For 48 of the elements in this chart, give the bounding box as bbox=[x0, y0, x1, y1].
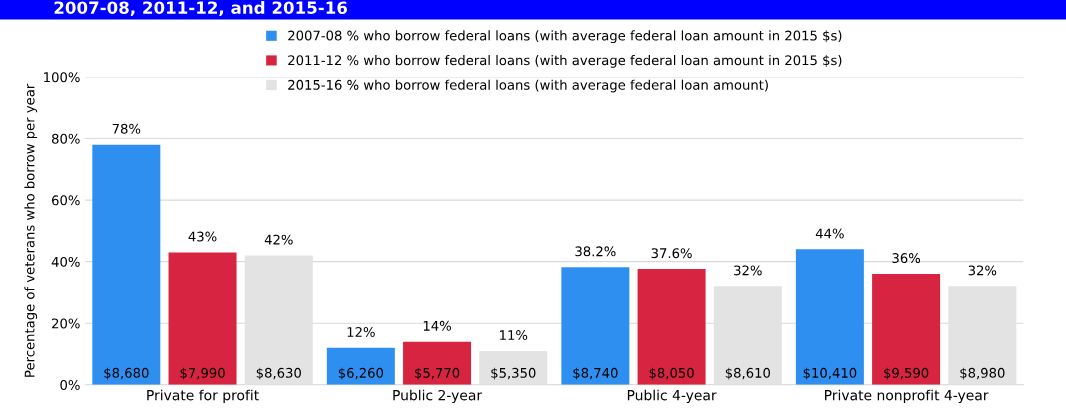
data-label: 32% bbox=[734, 265, 762, 276]
x-tick-label: Private nonprofit 4-year bbox=[825, 389, 989, 404]
y-axis-title: Percentage of veterans who borrow per year bbox=[24, 83, 38, 377]
data-label: 78% bbox=[112, 123, 141, 134]
bar bbox=[326, 347, 395, 385]
x-tick-label: Public 2-year bbox=[393, 389, 483, 404]
y-tick-label: 0% bbox=[60, 380, 80, 390]
bar bbox=[561, 267, 630, 385]
data-label: 43% bbox=[188, 231, 217, 242]
y-tick-label: 60% bbox=[52, 195, 80, 206]
annotation: $5,350 bbox=[491, 367, 536, 380]
data-label: 12% bbox=[347, 326, 375, 337]
chart-title: 2007-08, 2011-12, and 2015-16 bbox=[54, 1, 348, 17]
bar bbox=[795, 249, 864, 385]
bar bbox=[92, 144, 161, 385]
legend-label: 2015-16 % who borrow federal loans (with average federal loan amount) bbox=[288, 79, 768, 93]
annotation: $8,050 bbox=[649, 367, 694, 380]
bar bbox=[168, 252, 237, 385]
data-label: 14% bbox=[423, 320, 451, 331]
data-label: 38.2% bbox=[575, 246, 616, 257]
y-tick-label: 20% bbox=[52, 318, 80, 329]
data-label: 44% bbox=[815, 228, 844, 239]
y-tick-label: 100% bbox=[44, 72, 80, 83]
x-tick-label: Public 4-year bbox=[627, 389, 717, 404]
bar bbox=[479, 350, 548, 385]
data-label: 32% bbox=[968, 265, 997, 276]
data-label: 36% bbox=[892, 253, 921, 264]
legend-label: 2011-12 % who borrow federal loans (with average federal loan amount in 2015 $s) bbox=[288, 54, 842, 68]
annotation: $6,260 bbox=[338, 367, 384, 380]
bar bbox=[872, 273, 941, 385]
y-tick-label: 80% bbox=[51, 133, 80, 144]
x-tick-label: Private for profit bbox=[147, 389, 259, 404]
bar bbox=[403, 341, 472, 385]
annotation: $8,740 bbox=[573, 367, 618, 380]
data-label: 11% bbox=[500, 330, 528, 341]
annotation: $8,610 bbox=[725, 367, 771, 380]
y-tick-label: 40% bbox=[51, 256, 80, 267]
data-label: 42% bbox=[264, 234, 293, 245]
annotation: $7,990 bbox=[180, 367, 225, 380]
annotation: $8,630 bbox=[256, 367, 301, 380]
bar bbox=[637, 269, 706, 385]
annotation: $9,590 bbox=[884, 367, 929, 380]
annotation: $10,410 bbox=[803, 367, 857, 380]
annotation: $5,770 bbox=[415, 367, 460, 380]
data-label: 37.6% bbox=[651, 248, 692, 259]
annotation: $8,980 bbox=[960, 367, 1005, 380]
annotation: $8,680 bbox=[104, 367, 149, 380]
legend-label: 2007-08 % who borrow federal loans (with average federal loan amount in 2015 $s) bbox=[288, 30, 842, 44]
